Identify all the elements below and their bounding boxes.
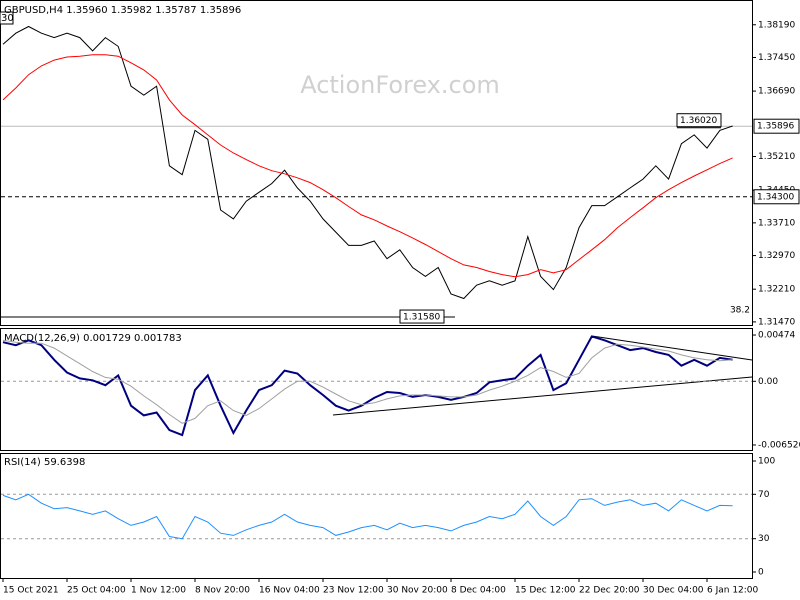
y-tick-label: 0.00 (758, 377, 778, 387)
x-tick-label: 8 Nov 20:00 (195, 586, 250, 596)
rsi-title: RSI(14) 59.6398 (4, 457, 85, 468)
annotation-box (399, 309, 445, 324)
macd-title: MACD(12,26,9) 0.001729 0.001783 (4, 333, 182, 344)
series-line (2, 25, 733, 300)
y-tick-label: 1.32210 (758, 285, 795, 295)
macd-panel-frame (0, 328, 753, 451)
y-tick-label: 1.35210 (758, 152, 795, 162)
annotation-label: 1.36020 (680, 116, 717, 126)
price-label-box (753, 189, 800, 205)
y-tick-label: 1.31470 (758, 317, 795, 327)
macd-trendline (332, 376, 753, 416)
x-tick-label: 16 Nov 04:00 (259, 586, 320, 596)
y-tick-label: 1.37450 (758, 53, 795, 63)
macd-trendline (591, 335, 753, 361)
series-line (2, 339, 733, 424)
x-tick-label: 15 Dec 12:00 (515, 586, 576, 596)
x-tick-label: 8 Dec 04:00 (451, 586, 506, 596)
y-tick-label: -0.006526 (758, 440, 800, 450)
annotation-box (676, 113, 722, 128)
chart-title: GBPUSD,H4 1.35960 1.35982 1.35787 1.3589… (4, 5, 241, 16)
series-line (2, 335, 733, 437)
annotation-label: 1.31580 (403, 313, 440, 323)
y-tick-label: 1.32970 (758, 251, 795, 261)
price-label: 1.35896 (757, 122, 794, 132)
price-label: 1.34300 (757, 192, 794, 202)
price-label-box (753, 118, 800, 134)
x-tick-label: 30 Dec 04:00 (643, 586, 704, 596)
y-tick-label: 70 (758, 490, 770, 500)
y-tick-label: 30 (758, 534, 770, 544)
series-line (2, 493, 733, 540)
rsi-panel-frame (0, 453, 753, 579)
y-tick-label: 1.36690 (758, 87, 795, 97)
y-tick-label: 0 (758, 568, 764, 578)
x-tick-label: 15 Oct 2021 (3, 586, 59, 596)
y-tick-label: 0.00474 (758, 331, 795, 341)
fib-label: 38.2 (730, 306, 750, 316)
corner-label-box (0, 11, 14, 25)
x-tick-label: 25 Oct 04:00 (67, 586, 126, 596)
price-panel-frame (0, 0, 753, 326)
watermark: ActionForex.com (300, 71, 500, 99)
x-tick-label: 30 Nov 20:00 (387, 586, 448, 596)
series-line (2, 54, 733, 278)
x-tick-label: 1 Nov 12:00 (131, 586, 186, 596)
y-tick-label: 1.38190 (758, 20, 795, 30)
x-tick-label: 6 Jan 12:00 (707, 586, 759, 596)
y-tick-label: 100 (758, 456, 775, 466)
corner-label: 30 (1, 13, 14, 24)
y-tick-label: 1.33710 (758, 218, 795, 228)
x-tick-label: 23 Nov 12:00 (323, 586, 384, 596)
x-tick-label: 22 Dec 20:00 (579, 586, 640, 596)
